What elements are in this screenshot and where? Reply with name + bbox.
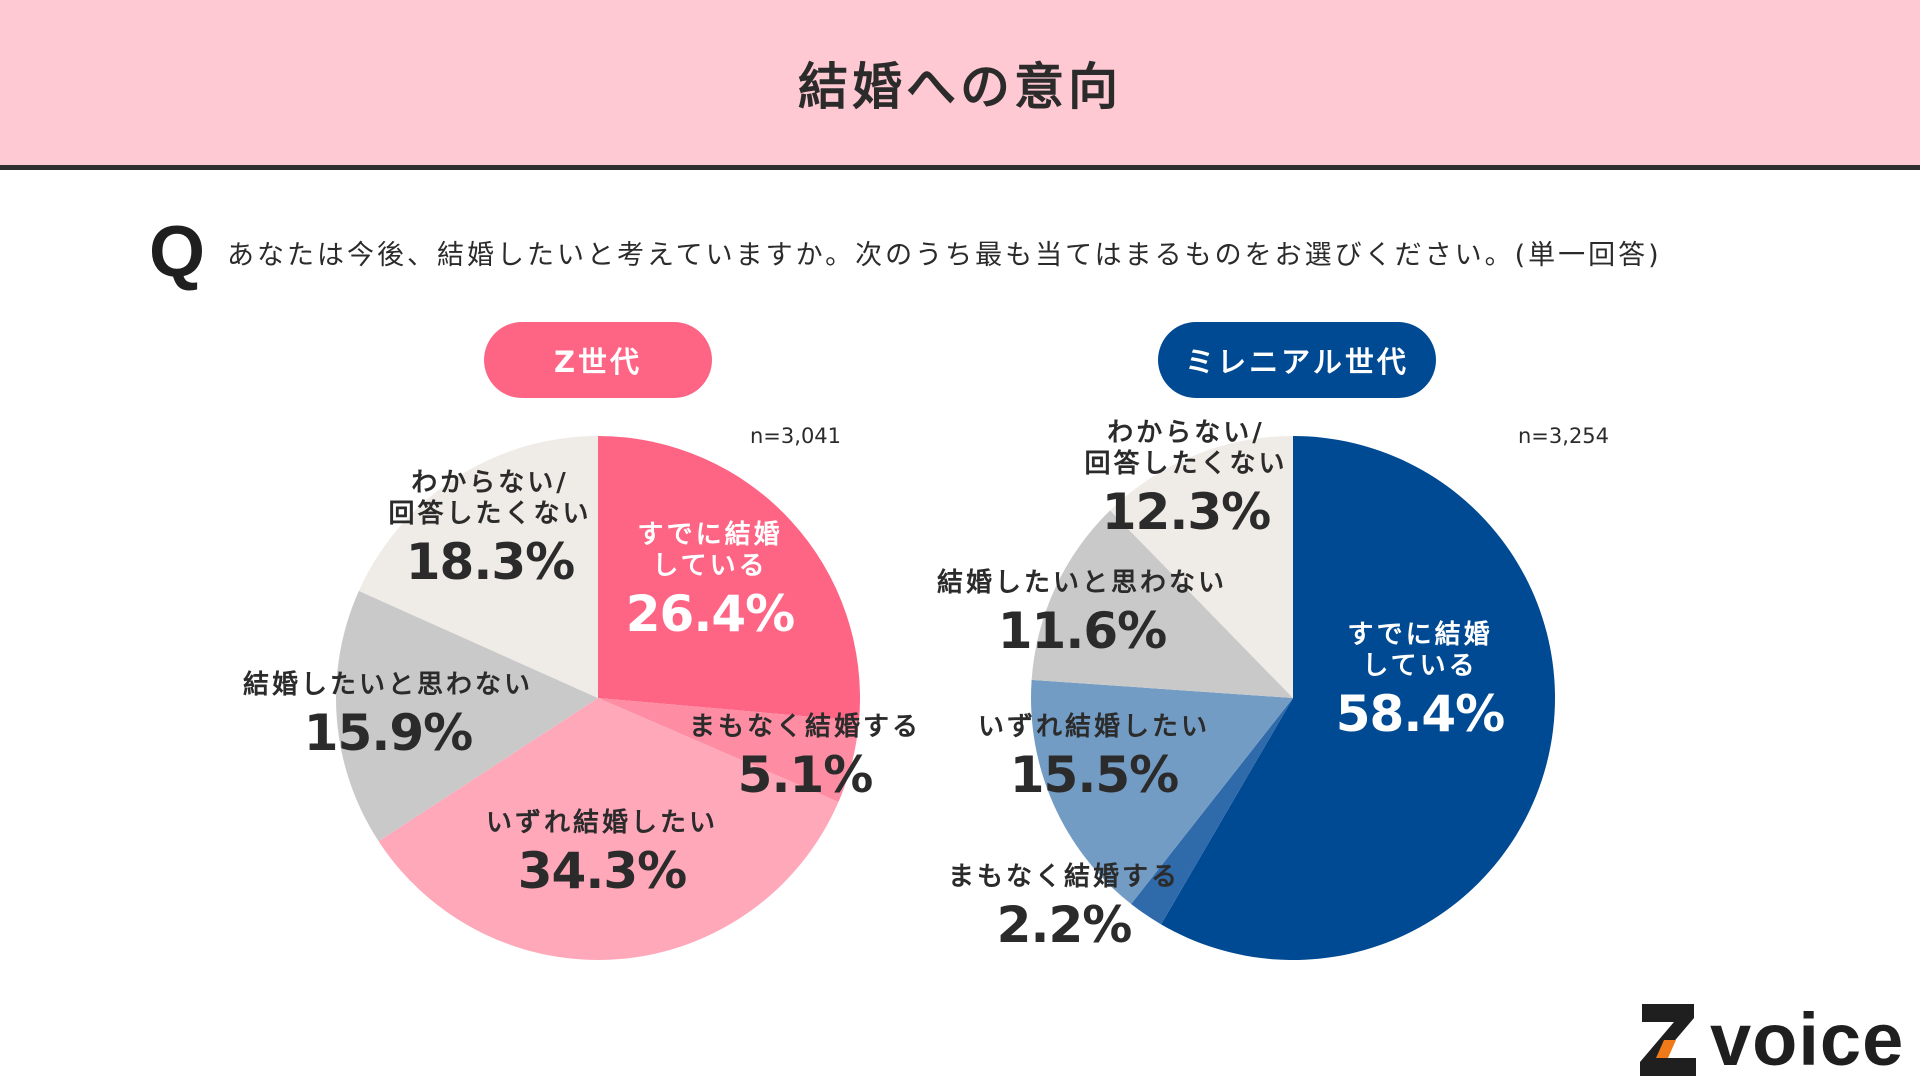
slice-label-gen-z-3: いずれ結婚したい 34.3% [486, 808, 718, 901]
pie-slice-millennial-4 [1031, 510, 1293, 698]
pie-slice-millennial-1 [1161, 436, 1555, 960]
slice-percent-text: 18.3% [405, 533, 575, 592]
page-title: 結婚への意向 [798, 57, 1122, 116]
slice-label-millennial-3: いずれ結婚したい 15.5% [978, 712, 1210, 805]
slice-category-text: 回答したくない [1084, 449, 1288, 480]
z-logo-icon [1640, 1004, 1696, 1076]
slice-category-text: いずれ結婚したい [977, 712, 1211, 742]
header-bar: 結婚への意向 [0, 0, 1920, 170]
slice-label-millennial-4: 結婚したいと思わない 11.6% [937, 568, 1227, 661]
pie-slice-gen-z-2 [598, 698, 859, 803]
pie-slice-gen-z-3 [378, 698, 839, 961]
pie-slice-gen-z-4 [336, 590, 598, 842]
pie-slice-millennial-5 [1110, 436, 1293, 698]
sample-size-millennial: n=3,254 [1518, 424, 1610, 448]
slice-percent-text: 58.4% [1335, 685, 1505, 744]
slice-percent-text: 12.3% [1101, 483, 1271, 542]
slice-percent-text: 2.2% [996, 896, 1133, 955]
slice-category-text: している [1362, 651, 1478, 682]
slice-category-text: まもなく結婚する [947, 862, 1181, 892]
slice-percent-text: 11.6% [997, 602, 1167, 661]
slice-label-millennial-1: すでに結婚 している 58.4% [1335, 620, 1505, 744]
slice-category-text: 結婚したいと思わない [936, 568, 1228, 598]
brand-logo-text: voice [1710, 998, 1905, 1081]
slice-category-text: 結婚したいと思わない [242, 670, 534, 700]
slice-category-text: いずれ結婚したい [485, 808, 719, 838]
slice-percent-text: 34.3% [517, 842, 687, 901]
slice-category-text: すでに結婚 [1347, 620, 1493, 650]
slice-category-text: している [652, 551, 768, 582]
pie-slice-gen-z-5 [358, 436, 598, 698]
pie-slice-gen-z-1 [598, 436, 860, 722]
slice-label-gen-z-1: すでに結婚 している 26.4% [625, 520, 795, 644]
slice-label-gen-z-4: 結婚したいと思わない 15.9% [243, 670, 533, 763]
sample-size-gen-z: n=3,041 [750, 424, 842, 448]
slice-label-millennial-5: わからない/回答したくない 12.3% [1084, 418, 1287, 542]
chart-title-gen-z: Z世代 [484, 322, 712, 398]
slice-percent-text: 26.4% [625, 585, 795, 644]
slice-label-gen-z-5: わからない/回答したくない 18.3% [388, 468, 591, 592]
slice-category-text: わからない/ [411, 468, 569, 498]
slice-label-gen-z-2: まもなく結婚する 5.1% [689, 712, 921, 805]
pie-slice-millennial-2 [1131, 698, 1293, 925]
question-row: Q あなたは今後、結婚したいと考えていますか。次のうち最も当てはまるものをお選び… [145, 212, 1662, 292]
chart-title-millennial: ミレニアル世代 [1158, 322, 1436, 398]
slice-label-millennial-2: まもなく結婚する 2.2% [948, 862, 1180, 955]
slice-category-text: 回答したくない [388, 499, 592, 530]
slice-category-text: まもなく結婚する [688, 712, 922, 742]
brand-logo: voice [1638, 1000, 1920, 1080]
slice-category-text: すでに結婚 [637, 520, 783, 550]
question-text: あなたは今後、結婚したいと考えていますか。次のうち最も当てはまるものをお選びくだ… [227, 239, 1662, 271]
slice-percent-text: 5.1% [737, 746, 874, 805]
slice-category-text: わからない/ [1107, 418, 1265, 448]
pie-slice-millennial-3 [1031, 679, 1293, 905]
slice-percent-text: 15.5% [1009, 746, 1179, 805]
question-q-icon: Q [148, 212, 205, 292]
slice-percent-text: 15.9% [303, 704, 473, 763]
